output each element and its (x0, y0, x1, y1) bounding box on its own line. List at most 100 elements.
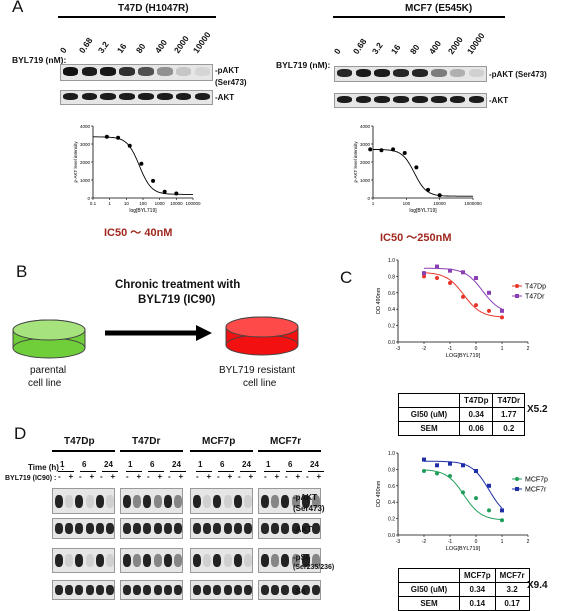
treatment-sign: - (285, 472, 288, 481)
band (85, 554, 94, 567)
mcf7-growth-curve: 0.0 0.2 0.4 0.6 0.8 1.0 -3 -2 -1 0 1 2 LOG[BYL719] OD… (376, 451, 548, 552)
band (174, 523, 182, 534)
group-header-T47Dr: T47Dr (132, 436, 161, 447)
band (431, 69, 447, 77)
band (100, 67, 116, 76)
x-tick: 1000000 (464, 201, 482, 206)
d-pakt-site: (Ser473) (293, 504, 325, 513)
data-point (422, 271, 426, 276)
mcf7-conc-1: 0.68 (350, 36, 369, 56)
x-tick: 0 (475, 346, 478, 352)
data-point (151, 178, 156, 183)
time-underline (264, 471, 280, 472)
time-underline (286, 471, 302, 472)
band (271, 554, 280, 567)
band (213, 494, 222, 508)
group-header-MCF7p: MCF7p (202, 436, 236, 447)
x-tick: -3 (396, 539, 401, 545)
band (233, 523, 242, 534)
band (95, 554, 104, 567)
band (175, 67, 192, 76)
time-point: 1 (128, 460, 133, 469)
y-tick: 0.0 (388, 533, 395, 539)
t47d-pakt-blot (60, 64, 213, 81)
band (193, 523, 201, 534)
x-tick: 10000 (433, 201, 446, 206)
band (312, 554, 320, 567)
treatment-sign: + (157, 472, 163, 481)
y-tick: 0.4 (388, 500, 395, 506)
band (244, 494, 252, 508)
treatment-sign: + (274, 472, 280, 481)
y-tick: 4000 (360, 124, 371, 129)
panel-a-label: A (12, 0, 24, 16)
band (157, 92, 173, 101)
band (223, 585, 232, 595)
t47d-conc-4: 80 (133, 41, 148, 55)
time-point: 24 (172, 460, 181, 469)
t47d-fold-change: X5.2 (527, 404, 548, 415)
fit-curve (93, 136, 193, 195)
data-point (162, 189, 167, 194)
treatment-sign: + (136, 472, 142, 481)
band (223, 494, 232, 508)
fit-curve (423, 469, 503, 521)
time-point: 24 (104, 460, 113, 469)
legend-entry: MCF7r (525, 487, 547, 494)
band (233, 494, 242, 508)
drug-label: BYL719 (IC90) : (5, 475, 57, 482)
band (223, 523, 232, 534)
x-tick: 100 (403, 201, 411, 206)
band (203, 494, 212, 508)
band (281, 523, 290, 534)
blot-T47Dr-row3 (120, 580, 183, 600)
band (65, 494, 74, 508)
group-header-T47Dp: T47Dp (64, 436, 95, 447)
x-tick: 1 (372, 201, 375, 206)
band (123, 554, 131, 567)
data-point (500, 308, 504, 313)
band (65, 554, 74, 567)
band (301, 585, 310, 595)
mcf7-drug-label: BYL719 (nM): (276, 60, 331, 70)
d-ps6-label: -pS6 (293, 553, 311, 562)
treatment-sign: - (126, 472, 129, 481)
mcf7-dose-curve: 0 1000 2000 3000 4000 1 100 10000 1000000 log[BYL… (353, 124, 482, 214)
data-point (435, 264, 439, 269)
t47d-conc-1: 0.68 (76, 35, 95, 55)
band (106, 585, 114, 595)
data-point (474, 276, 478, 281)
band (153, 585, 162, 595)
data-point (500, 508, 504, 513)
y-tick: 3000 (80, 142, 91, 147)
x-tick: -3 (396, 346, 401, 352)
band (85, 523, 94, 534)
band (312, 585, 320, 595)
band (163, 554, 172, 567)
data-point (174, 191, 179, 196)
d-pakt-label: -pAKT (293, 493, 317, 502)
data-point (437, 193, 442, 198)
treatment-sign: - (79, 472, 82, 481)
band (133, 494, 142, 508)
x-axis-label: LOG[BYL719] (446, 546, 481, 552)
band (163, 523, 172, 534)
time-underline (80, 471, 96, 472)
panel-c-label: C (340, 268, 353, 287)
band (153, 554, 162, 567)
band (175, 92, 192, 101)
band (174, 585, 182, 595)
band (85, 494, 94, 508)
treatment-sign: + (89, 472, 95, 481)
data-point (474, 496, 478, 501)
blot-MCF7r-row1 (258, 518, 321, 539)
resistant-label-b: cell line (243, 378, 277, 389)
band (133, 523, 142, 534)
blot-MCF7r-row2 (258, 548, 321, 573)
data-point (487, 508, 491, 513)
data-point (461, 463, 465, 468)
parental-dish-icon (12, 319, 86, 359)
x-tick: 1 (501, 346, 504, 352)
group-header-line (52, 450, 115, 452)
mcf7-akt-blot (334, 93, 487, 108)
